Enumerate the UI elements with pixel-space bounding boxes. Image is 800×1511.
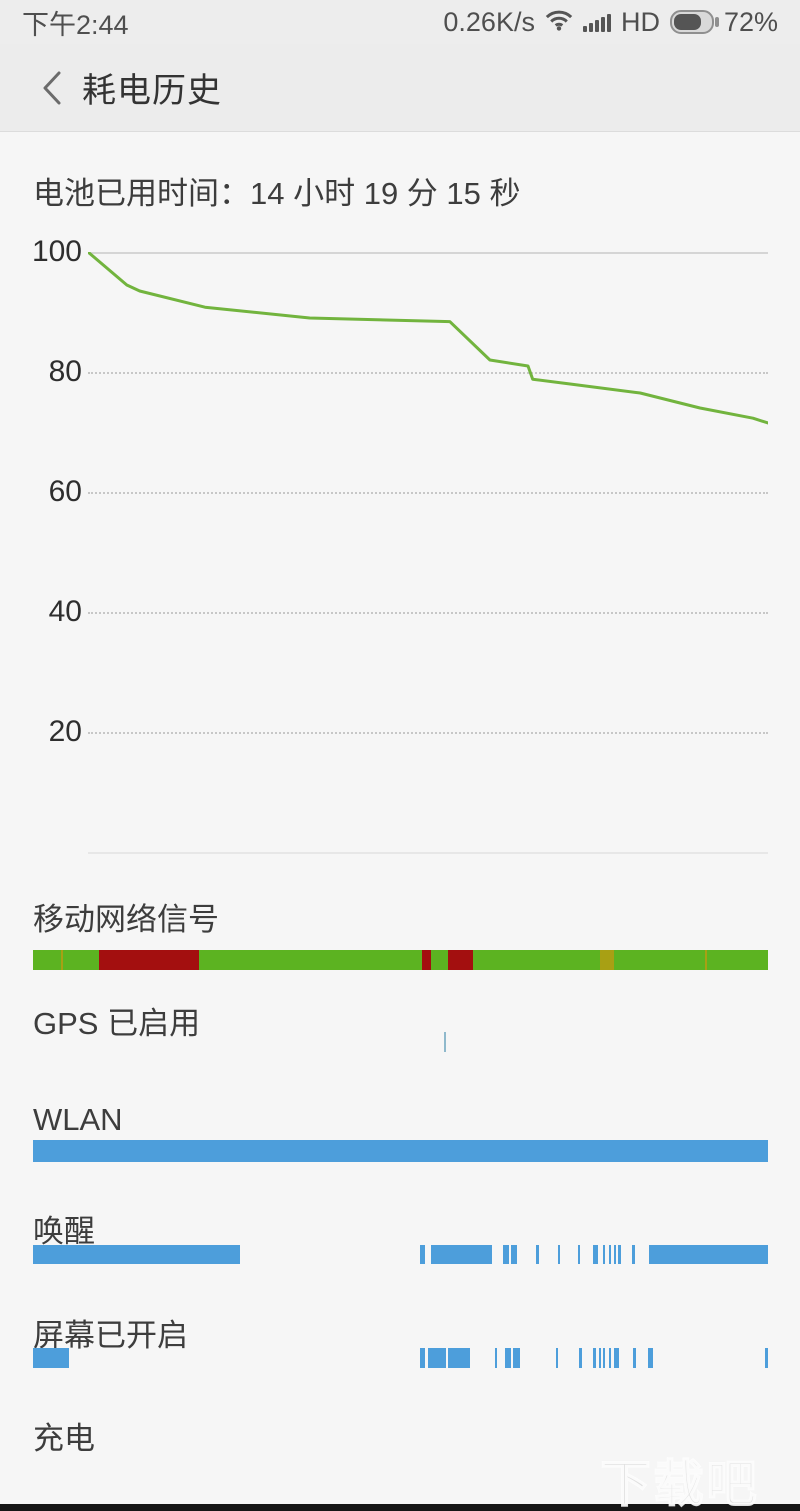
gridline-80 (88, 372, 768, 374)
timeline-gps (33, 1032, 768, 1052)
screen_on-segment (765, 1348, 768, 1368)
wake-segment (618, 1245, 622, 1264)
chart-baseline (88, 852, 768, 854)
screen_on-segment (419, 1348, 425, 1368)
network-speed: 0.26K/s (443, 6, 535, 37)
gridline-20 (88, 732, 768, 734)
battery-level-line (88, 252, 768, 425)
timeline-screen-on (33, 1348, 768, 1368)
wake-segment (602, 1245, 606, 1264)
label-charging: 充电 (33, 1421, 95, 1456)
timeline-wlan (33, 1140, 768, 1162)
screen_on-segment (632, 1348, 637, 1368)
mobile_signal-segment (600, 950, 614, 970)
wake-segment (419, 1245, 425, 1264)
label-wlan: WLAN (33, 1102, 123, 1137)
wake-segment (511, 1245, 517, 1264)
screen_on-segment (593, 1348, 597, 1368)
wake-segment (593, 1245, 599, 1264)
screen_on-segment (504, 1348, 512, 1368)
mobile_signal-segment (448, 950, 473, 970)
mobile_signal-segment (199, 950, 422, 970)
status-time: 下午2:44 (22, 9, 129, 40)
gridline-100 (88, 252, 768, 254)
mobile_signal-segment (613, 950, 705, 970)
timeline-mobile-signal (33, 950, 768, 970)
label-wake: 唤醒 (33, 1214, 95, 1249)
timeline-charging (33, 1452, 768, 1472)
wake-segment (536, 1245, 540, 1264)
battery-level-chart (88, 252, 768, 425)
cell-signal-icon (582, 12, 611, 32)
label-gps: GPS 已启用 (33, 1006, 201, 1041)
back-chevron-icon (43, 71, 61, 104)
gridline-60 (88, 492, 768, 494)
screen_on-segment (447, 1348, 471, 1368)
screen_on-segment (555, 1348, 559, 1368)
y-tick-100: 100 (31, 235, 82, 268)
wake-segment (648, 1245, 768, 1264)
wake-segment (557, 1245, 561, 1264)
screen_on-segment (427, 1348, 447, 1368)
screen_on-segment (512, 1348, 521, 1368)
battery-used-time: 电池已用时间：14 小时 19 分 15 秒 (33, 176, 521, 211)
battery-icon (669, 10, 719, 34)
battery-percent: 72% (723, 6, 778, 37)
mobile_signal-segment (33, 950, 61, 970)
wifi-icon (545, 7, 573, 38)
mobile_signal-segment (421, 950, 431, 970)
page-title: 耗电历史 (82, 72, 222, 110)
timeline-wake (33, 1245, 768, 1264)
bottom-bar (0, 1504, 800, 1511)
wake-segment (608, 1245, 612, 1264)
y-tick-60: 60 (48, 475, 82, 508)
screen_on-segment (648, 1348, 654, 1368)
gps-segment (443, 1032, 447, 1052)
wake-segment (430, 1245, 492, 1264)
screen_on-segment (33, 1348, 69, 1368)
header: 耗电历史 (0, 44, 800, 132)
y-tick-80: 80 (48, 355, 82, 388)
hd-indicator: HD (620, 6, 660, 37)
y-tick-20: 20 (48, 715, 82, 748)
label-screen-on: 屏幕已开启 (33, 1318, 188, 1353)
mobile_signal-segment (472, 950, 601, 970)
wake-segment (632, 1245, 636, 1264)
wake-segment (577, 1245, 581, 1264)
wake-segment (33, 1245, 241, 1264)
status-bar: 下午2:44 0.26K/s HD 72% (0, 0, 800, 44)
screen_on-segment (613, 1348, 619, 1368)
screen_on-segment (598, 1348, 602, 1368)
back-button[interactable] (30, 58, 74, 118)
wake-segment (613, 1245, 617, 1264)
mobile_signal-segment (430, 950, 449, 970)
gridline-40 (88, 612, 768, 614)
screen_on-segment (602, 1348, 606, 1368)
mobile_signal-segment (99, 950, 200, 970)
screen_on-segment (494, 1348, 498, 1368)
mobile_signal-segment (63, 950, 100, 970)
mobile_signal-segment (704, 950, 707, 970)
screen_on-segment (608, 1348, 612, 1368)
mobile_signal-segment (706, 950, 768, 970)
wake-segment (503, 1245, 510, 1264)
label-mobile-signal: 移动网络信号 (33, 902, 219, 937)
y-tick-40: 40 (48, 595, 82, 628)
wlan-segment (33, 1140, 768, 1162)
mobile_signal-segment (60, 950, 64, 970)
screen_on-segment (579, 1348, 582, 1368)
